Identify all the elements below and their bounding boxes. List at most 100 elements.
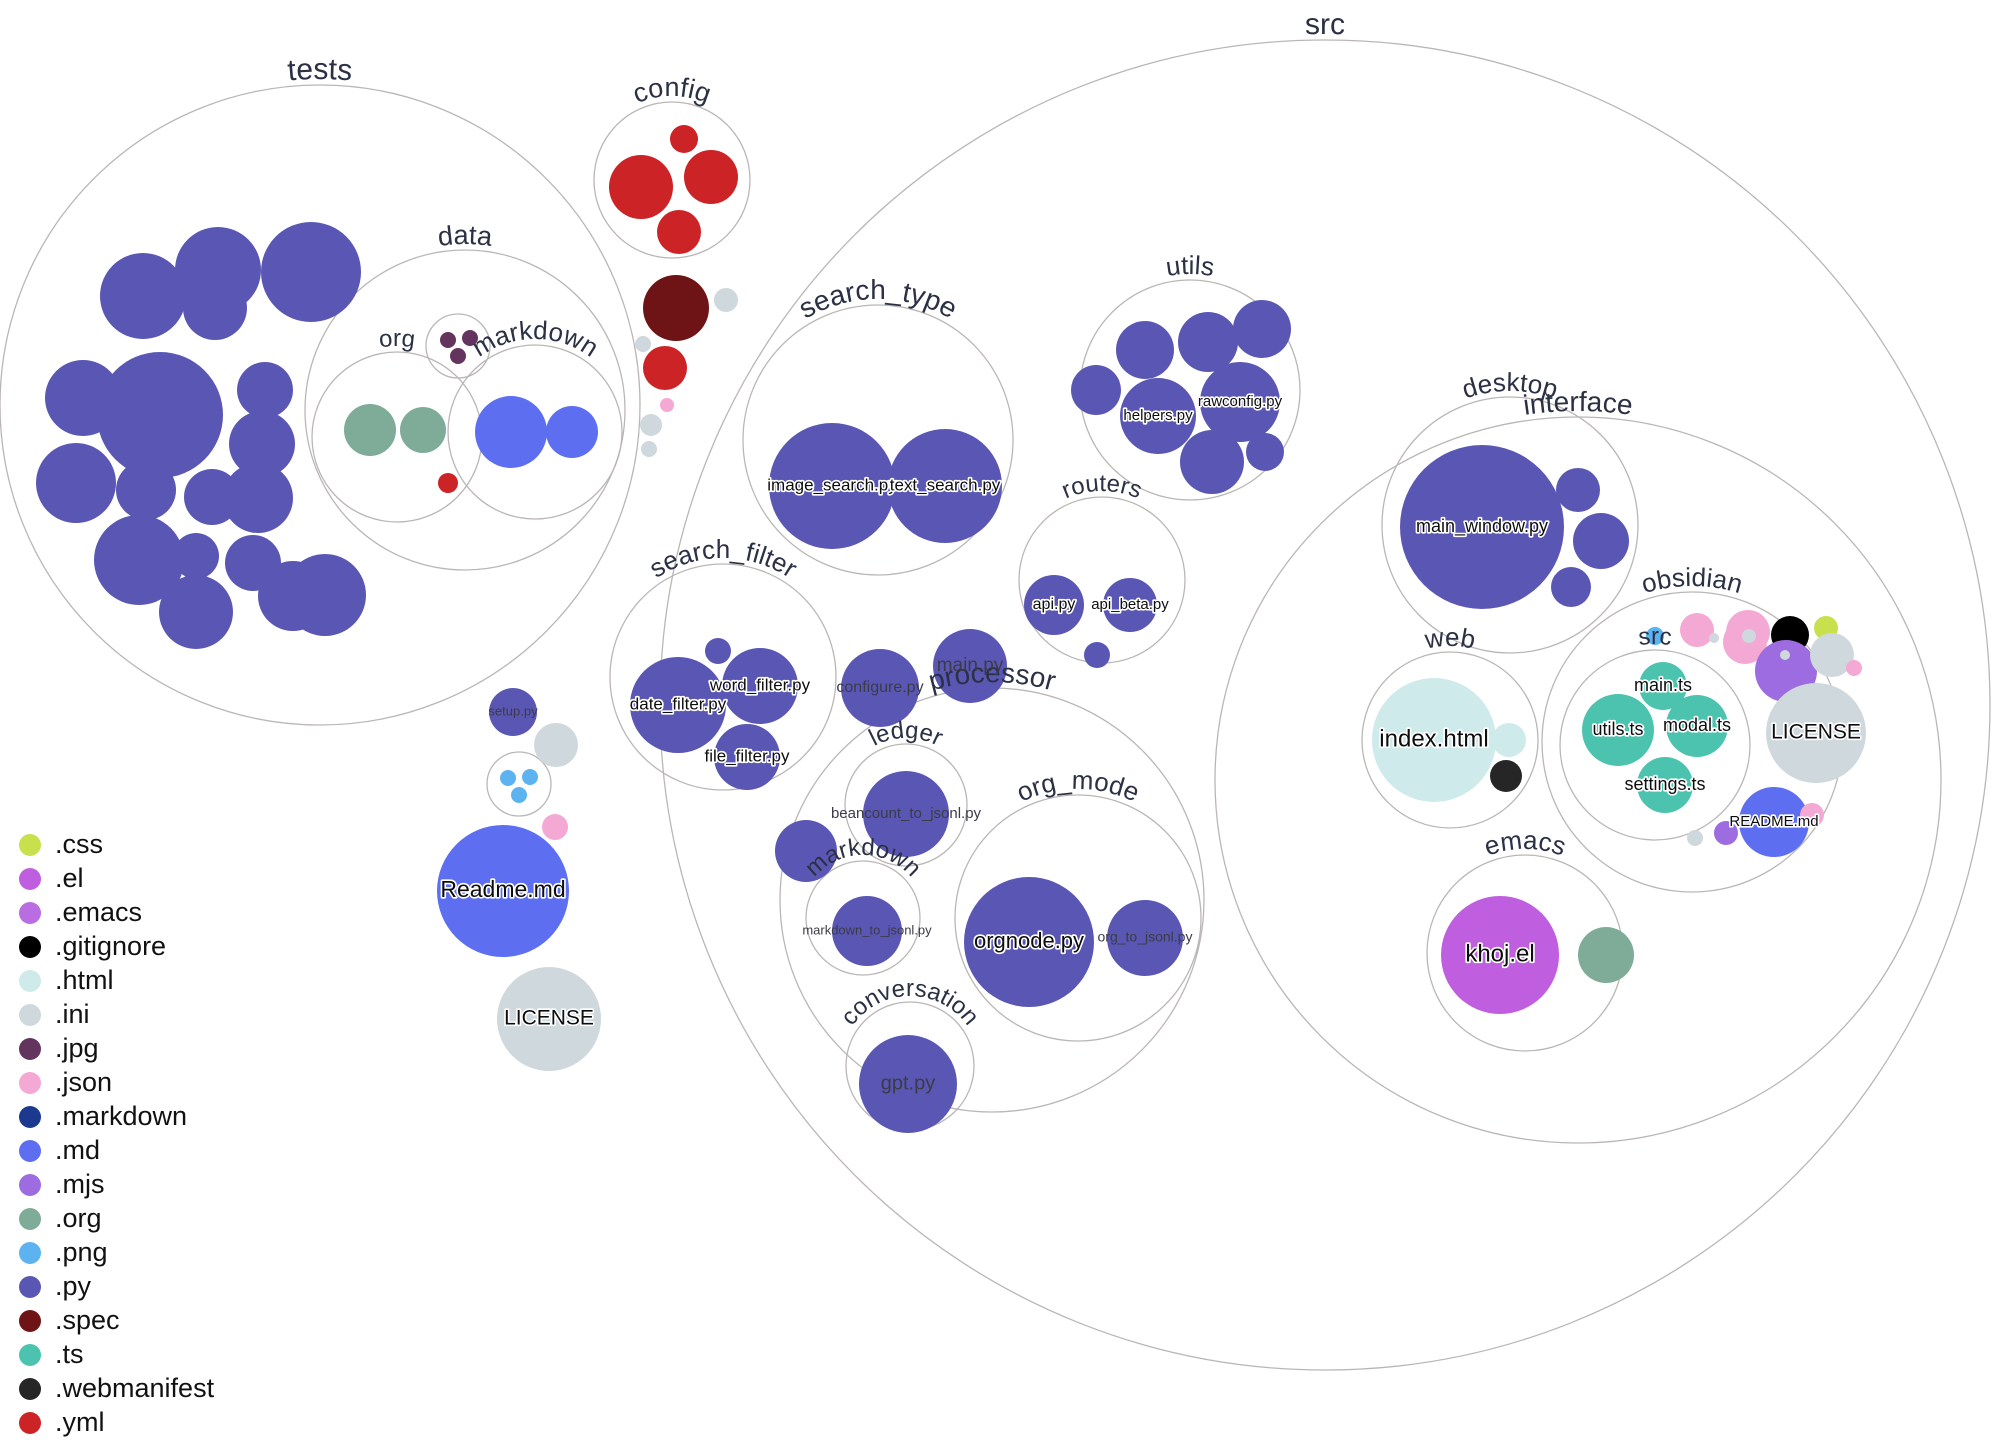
file-circle-json-72[interactable] xyxy=(1680,613,1714,647)
file-circle-ini-35[interactable] xyxy=(640,414,662,436)
file-circle-py-17[interactable] xyxy=(284,554,366,636)
group-ring-search_filter xyxy=(609,563,837,791)
file-circle-ini-76[interactable] xyxy=(1742,629,1756,643)
file-circle-yml-29[interactable] xyxy=(657,210,701,254)
file-circle-setup.py[interactable] xyxy=(489,688,537,736)
file-circle-rawconfig.py[interactable] xyxy=(1200,362,1280,442)
file-label-settings.ts: settings.ts xyxy=(1624,774,1705,794)
file-circle-py-51[interactable] xyxy=(1180,430,1244,494)
file-circle-py-65[interactable] xyxy=(1551,567,1591,607)
file-circle-yml-26[interactable] xyxy=(609,155,673,219)
legend-swatch-gitignore xyxy=(19,936,41,958)
file-circle-khoj.el[interactable] xyxy=(1441,896,1559,1014)
file-circle-org-18[interactable] xyxy=(344,404,396,456)
file-circle-py-52[interactable] xyxy=(1246,433,1284,471)
file-circle-main.ts[interactable] xyxy=(1639,662,1687,710)
file-circle-LICENSE[interactable] xyxy=(1766,683,1866,783)
file-circle-py-47[interactable] xyxy=(1233,300,1291,358)
file-circle-py-5[interactable] xyxy=(237,362,293,418)
file-circle-ini-93[interactable] xyxy=(534,723,578,767)
file-circle-gpt.py[interactable] xyxy=(859,1035,957,1133)
file-circle-word_filter.py[interactable] xyxy=(722,648,798,724)
file-circle-yml-33[interactable] xyxy=(643,346,687,390)
file-circle-main.py[interactable] xyxy=(933,629,1007,703)
file-circle-py-15[interactable] xyxy=(159,575,233,649)
file-circle-ini-31[interactable] xyxy=(714,288,738,312)
legend-swatch-css xyxy=(19,834,41,856)
file-circle-README.md[interactable] xyxy=(1739,787,1809,857)
file-circle-image_search.py[interactable] xyxy=(769,423,895,549)
file-circle-webmanifest-68[interactable] xyxy=(1490,760,1522,792)
file-circle-org-19[interactable] xyxy=(400,407,446,453)
file-circle-yml-27[interactable] xyxy=(670,125,698,153)
file-circle-jpg-20[interactable] xyxy=(440,332,456,348)
file-circle-py-42[interactable] xyxy=(705,638,731,664)
file-circle-py-63[interactable] xyxy=(1556,468,1600,512)
file-circle-py-55[interactable] xyxy=(1084,642,1110,668)
file-circle-png-95[interactable] xyxy=(522,769,538,785)
file-circle-py-64[interactable] xyxy=(1573,513,1629,569)
group-ring-config xyxy=(593,101,751,259)
file-circle-py-45[interactable] xyxy=(1116,321,1174,379)
file-circle-png-71[interactable] xyxy=(1646,627,1664,645)
file-circle-py-7[interactable] xyxy=(45,360,121,436)
file-circle-settings.ts[interactable] xyxy=(1637,757,1693,813)
file-circle-png-94[interactable] xyxy=(500,770,516,786)
file-circle-helpers.py[interactable] xyxy=(1120,378,1196,454)
file-circle-py-8[interactable] xyxy=(36,443,116,523)
file-circle-png-96[interactable] xyxy=(511,787,527,803)
file-circle-date_filter.py[interactable] xyxy=(630,657,726,753)
file-circle-utils.ts[interactable] xyxy=(1582,694,1654,766)
file-circle-spec-30[interactable] xyxy=(643,275,709,341)
file-circle-jpg-22[interactable] xyxy=(450,348,466,364)
file-circle-orgnode.py[interactable] xyxy=(964,877,1094,1007)
file-circle-py-11[interactable] xyxy=(223,463,293,533)
file-circle-py-3[interactable] xyxy=(261,222,361,322)
file-circle-org_to_jsonl.py[interactable] xyxy=(1107,900,1183,976)
file-circle-index.html[interactable] xyxy=(1372,678,1496,802)
file-circle-ini-73[interactable] xyxy=(1709,633,1719,643)
file-circle-org-70[interactable] xyxy=(1578,927,1634,983)
file-circle-json-82[interactable] xyxy=(1846,660,1862,676)
file-circle-json-91[interactable] xyxy=(1800,803,1824,827)
file-circle-markdown_to_jsonl.py[interactable] xyxy=(832,896,902,966)
file-circle-LICENSE[interactable] xyxy=(497,967,601,1071)
file-circle-api.py[interactable] xyxy=(1024,575,1084,635)
file-circle-py-57[interactable] xyxy=(775,820,837,882)
file-circle-html-67[interactable] xyxy=(1492,723,1526,757)
file-circle-py-46[interactable] xyxy=(1178,312,1238,372)
file-circle-md-25[interactable] xyxy=(546,406,598,458)
file-circle-ini-90[interactable] xyxy=(1687,830,1703,846)
file-circle-py-4[interactable] xyxy=(97,352,223,478)
file-circle-api_beta.py[interactable] xyxy=(1103,578,1157,632)
file-circle-jpg-21[interactable] xyxy=(462,330,478,346)
file-circle-json-34[interactable] xyxy=(660,398,674,412)
file-circle-text_search.py[interactable] xyxy=(888,429,1002,543)
file-circle-yml-23[interactable] xyxy=(438,473,458,493)
file-circle-py-13[interactable] xyxy=(173,533,219,579)
file-circle-ini-80[interactable] xyxy=(1780,650,1790,660)
file-circle-main_window.py[interactable] xyxy=(1400,445,1564,609)
file-circle-py-2[interactable] xyxy=(175,227,261,313)
file-circle-mjs-89[interactable] xyxy=(1714,821,1738,845)
file-circle-yml-28[interactable] xyxy=(684,150,738,204)
group-label-emacs: emacs xyxy=(1480,825,1569,862)
file-circle-md-24[interactable] xyxy=(475,396,547,468)
file-circle-modal.ts[interactable] xyxy=(1666,695,1728,757)
file-circle-ini-36[interactable] xyxy=(641,441,657,457)
file-circle-beancount_to_jsonl.py[interactable] xyxy=(863,771,949,857)
file-circle-py-12[interactable] xyxy=(94,515,184,605)
file-circle-Readme.md[interactable] xyxy=(437,825,569,957)
file-circle-py-48[interactable] xyxy=(1071,365,1121,415)
file-circle-json-97[interactable] xyxy=(542,814,568,840)
file-circle-py-9[interactable] xyxy=(116,460,176,520)
file-circle-py-0[interactable] xyxy=(100,253,186,339)
file-label-org_to_jsonl.py: org_to_jsonl.py xyxy=(1098,929,1193,945)
file-circle-file_filter.py[interactable] xyxy=(714,724,780,790)
file-circle-ini-32[interactable] xyxy=(635,336,651,352)
file-circle-configure.py[interactable] xyxy=(841,649,919,727)
file-circle-ini-81[interactable] xyxy=(1810,633,1854,677)
file-circle-py-6[interactable] xyxy=(229,411,295,477)
